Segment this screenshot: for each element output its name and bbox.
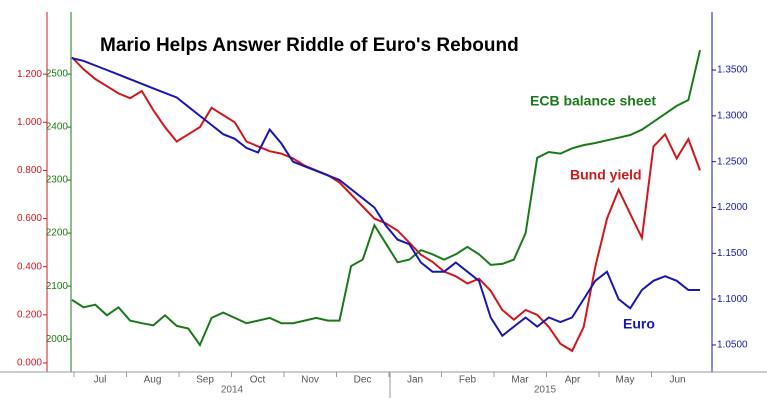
- x-tick-label: Dec: [354, 375, 372, 386]
- y-tick-label: 1.2500: [717, 156, 748, 167]
- y-tick-label: 0.600: [17, 213, 42, 224]
- y-tick-label: 2300: [46, 175, 69, 186]
- x-tick-label: Jan: [407, 375, 423, 386]
- y-tick-label: 1.3500: [717, 65, 748, 76]
- y-tick-label: 1.0500: [717, 340, 748, 351]
- x-tick-label: Oct: [250, 375, 266, 386]
- x-tick-label: Apr: [565, 375, 581, 386]
- y-tick-label: 1.2000: [717, 202, 748, 213]
- y-tick-label: 0.400: [17, 261, 42, 272]
- y-tick-label: 2200: [46, 228, 69, 239]
- x-tick-label: Nov: [301, 375, 319, 386]
- y-tick-label: 1.000: [17, 117, 42, 128]
- chart-title: Mario Helps Answer Riddle of Euro's Rebo…: [100, 35, 519, 56]
- x-tick-label: Jun: [669, 375, 685, 386]
- year-label: 2015: [534, 385, 557, 396]
- y-tick-label: 0.000: [17, 358, 42, 369]
- annotation: Euro: [623, 316, 655, 332]
- y-tick-label: 1.1500: [717, 248, 748, 259]
- y-tick-label: 2400: [46, 122, 69, 133]
- x-tick-label: Feb: [459, 375, 477, 386]
- y-tick-label: 2500: [46, 69, 69, 80]
- annotation: ECB balance sheet: [530, 93, 656, 109]
- y-tick-label: 0.200: [17, 309, 42, 320]
- y-tick-label: 2100: [46, 281, 69, 292]
- year-label: 2014: [221, 385, 244, 396]
- x-tick-label: Aug: [144, 375, 162, 386]
- y-tick-label: 1.3000: [717, 110, 748, 121]
- y-tick-label: 2000: [46, 334, 69, 345]
- y-tick-label: 1.1000: [717, 294, 748, 305]
- series-line: [71, 56, 701, 353]
- x-tick-label: May: [616, 375, 635, 386]
- x-tick-label: Sep: [196, 375, 214, 386]
- series-line: [71, 49, 701, 348]
- y-tick-label: 0.800: [17, 165, 42, 176]
- y-tick-label: 1.200: [17, 69, 42, 80]
- series-line: [71, 57, 700, 338]
- x-tick-label: Jul: [94, 375, 107, 386]
- x-tick-label: Mar: [511, 375, 529, 386]
- annotation: Bund yield: [570, 167, 642, 183]
